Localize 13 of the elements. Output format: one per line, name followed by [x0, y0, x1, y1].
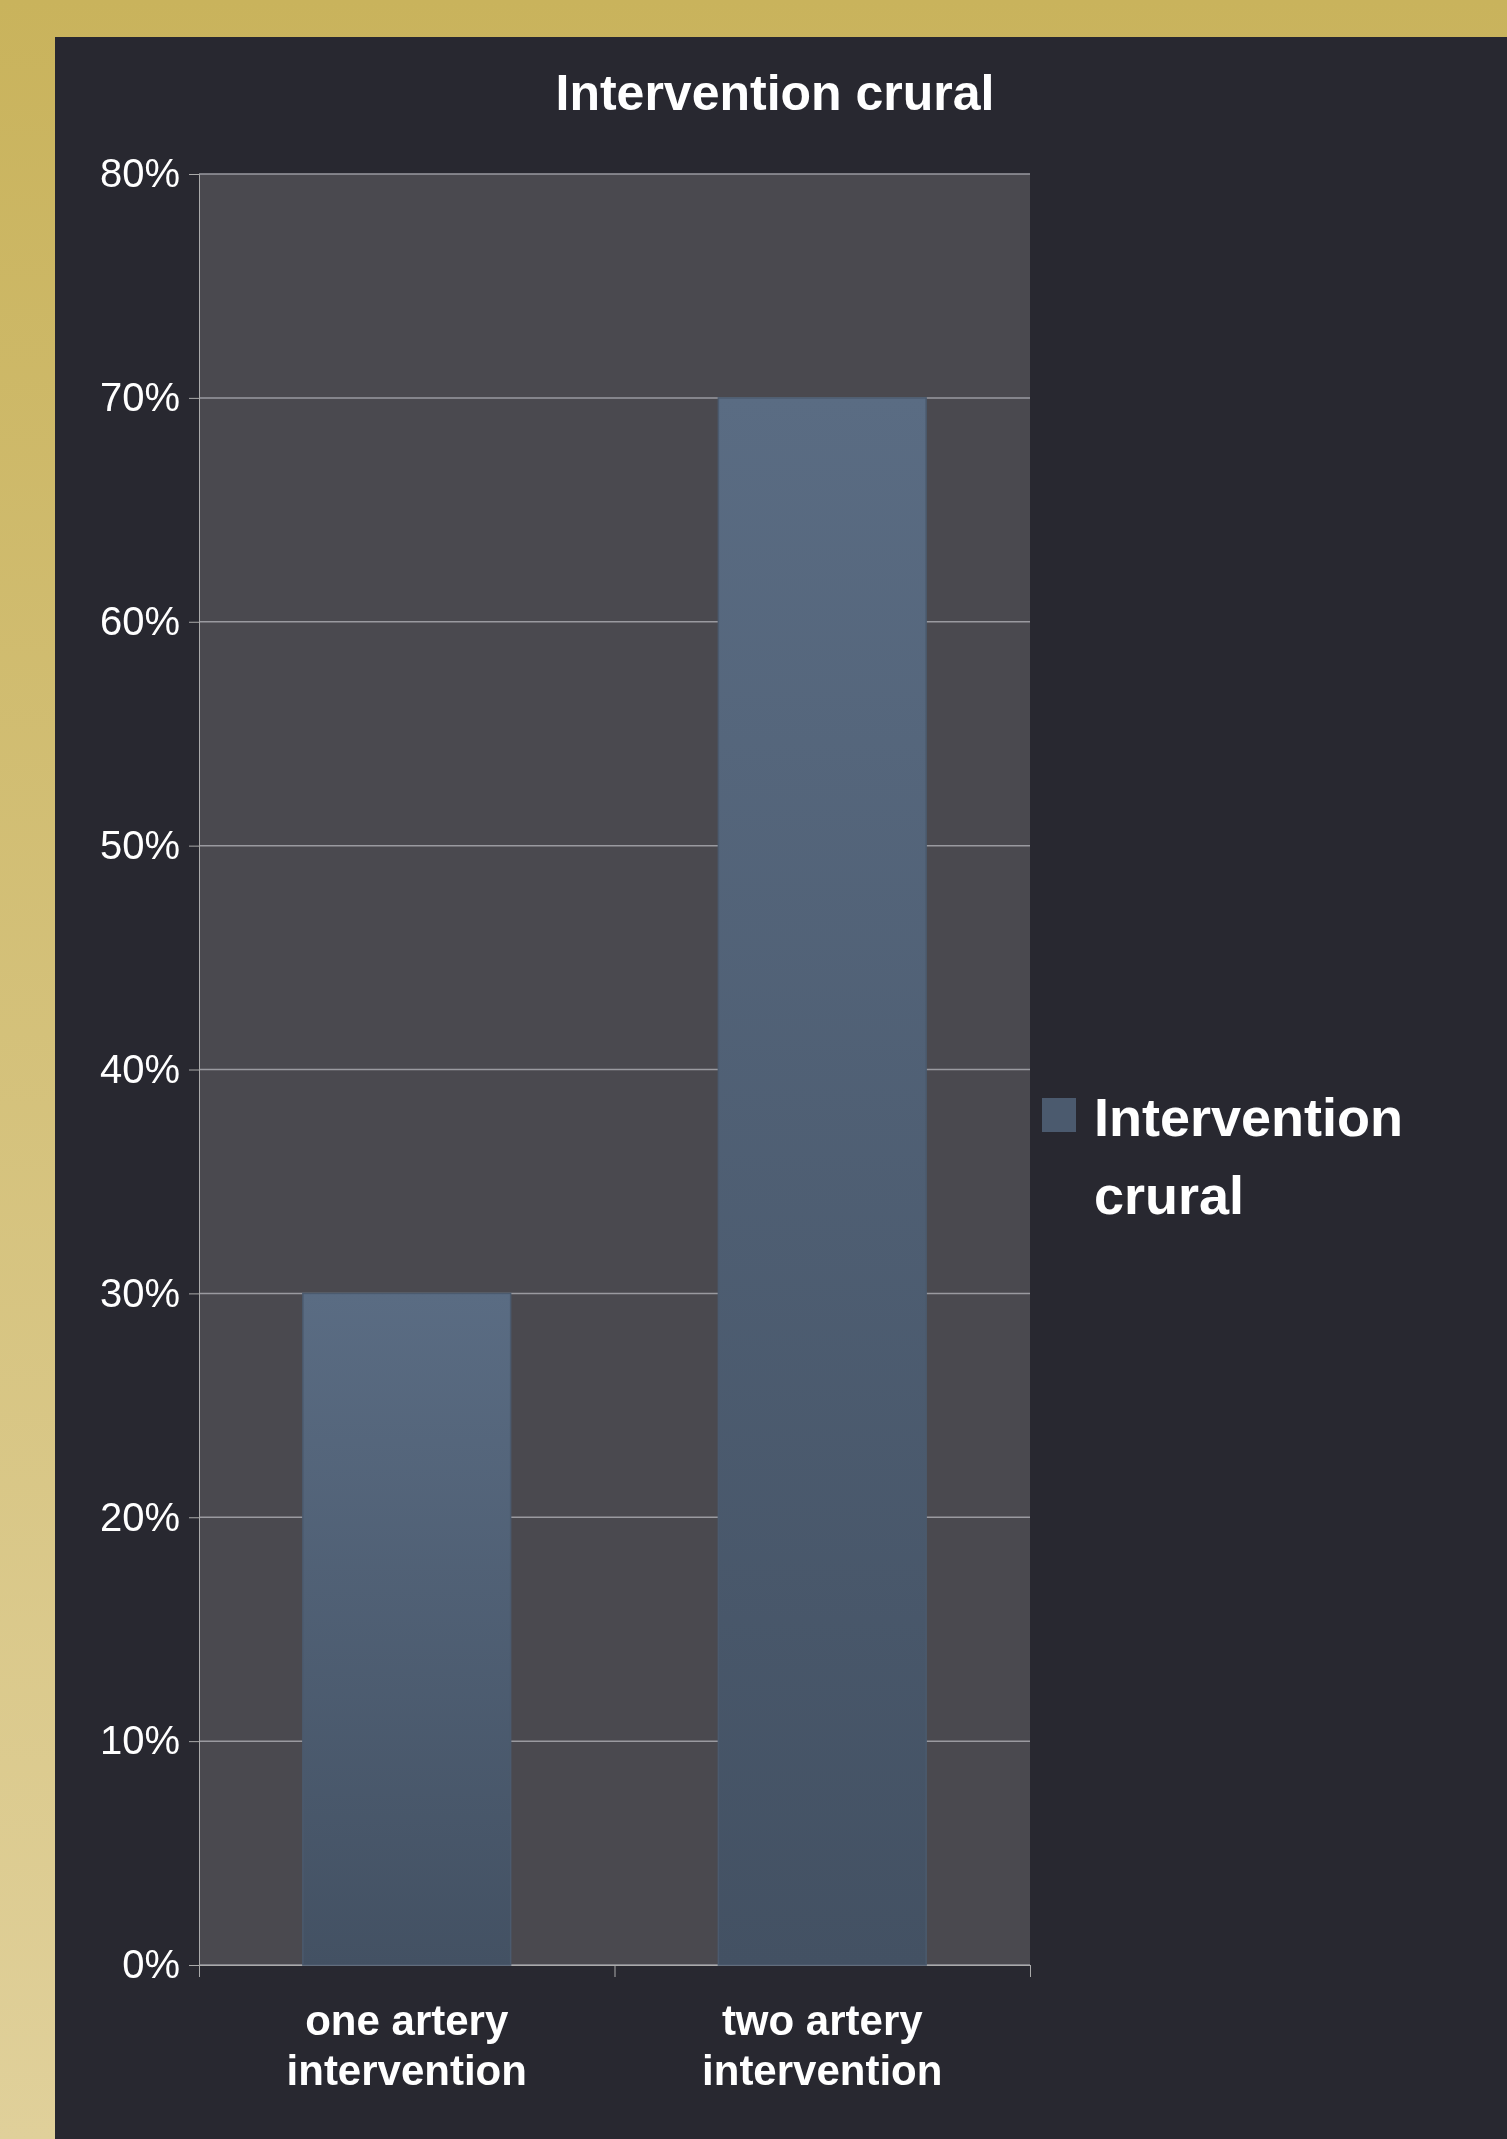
chart-title: Intervention crural	[555, 65, 995, 121]
x-tick-label: one artery intervention	[286, 1997, 527, 2094]
y-tick-label: 80%	[99, 151, 180, 196]
y-tick-label: 10%	[99, 1718, 180, 1763]
legend-label: Intervention crural	[1094, 1087, 1404, 1225]
y-tick-label: 60%	[99, 599, 180, 644]
y-tick-label: 0%	[122, 1942, 180, 1987]
y-tick-label: 70%	[99, 375, 180, 420]
y-tick-label: 50%	[99, 822, 180, 867]
y-tick-label: 30%	[99, 1270, 180, 1315]
y-tick-label: 20%	[99, 1494, 180, 1539]
y-tick-label: 40%	[99, 1046, 180, 1091]
x-tick-label: two artery intervention	[702, 1997, 943, 2094]
